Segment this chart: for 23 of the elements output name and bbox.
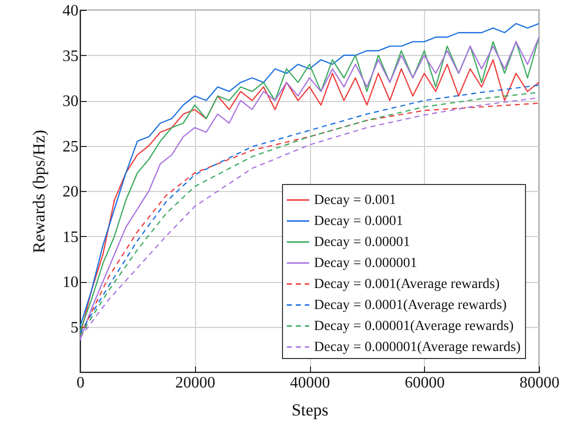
legend-label: Decay = 0.000001(Average rewards) — [314, 340, 521, 355]
x-tick-label: 40000 — [290, 374, 330, 392]
y-tick-label: 5 — [70, 319, 78, 336]
x-tick-label: 60000 — [404, 374, 445, 392]
y-tick-label: 40 — [62, 2, 78, 20]
legend-label: Decay = 0.001(Average rewards) — [314, 277, 500, 292]
y-axis-title: Rewards (bps/Hz) — [30, 130, 48, 254]
x-tick-label: 80000 — [520, 374, 560, 392]
legend-label: Decay = 0.000001 — [314, 256, 418, 271]
legend-label: Decay = 0.0001 — [314, 214, 404, 229]
legend-label: Decay = 0.00001 — [314, 235, 410, 250]
y-tick-label: 25 — [62, 138, 78, 156]
y-tick-label: 10 — [62, 274, 78, 291]
legend-label: Decay = 0.0001(Average rewards) — [314, 298, 507, 313]
y-tick-label: 20 — [62, 184, 78, 200]
y-tick-label: 35 — [62, 48, 78, 65]
y-tick-label: 15 — [62, 228, 78, 246]
legend-label: Decay = 0.001 — [314, 193, 396, 208]
legend-label: Decay = 0.00001(Average rewards) — [314, 319, 514, 334]
x-axis-title: Steps — [292, 400, 328, 420]
x-tick-label: 20000 — [175, 374, 216, 392]
y-tick-label: 30 — [62, 93, 78, 110]
x-tick-label: 0 — [76, 374, 84, 392]
